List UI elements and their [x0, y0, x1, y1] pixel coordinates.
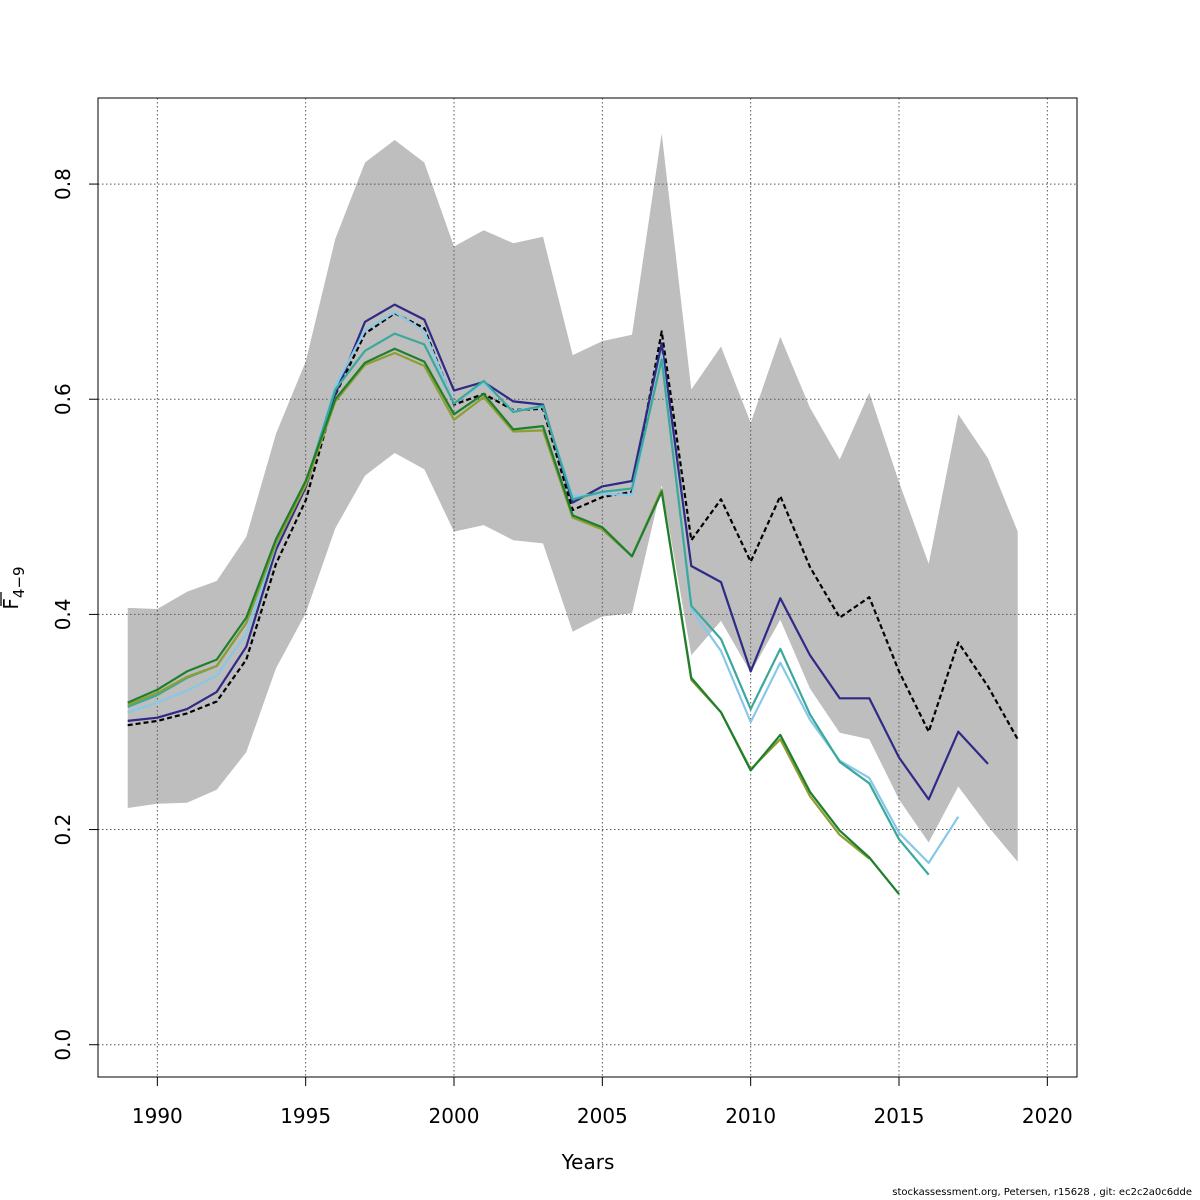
y-tick-label: 0.2: [51, 814, 75, 846]
x-axis-ticks: 1990 1995 2000 2005 2010 2015 2020: [132, 1077, 1073, 1128]
y-tick-label: 0.0: [51, 1029, 75, 1061]
x-tick-label: 2010: [725, 1104, 776, 1128]
y-axis-ticks: 0.0 0.2 0.4 0.6 0.8: [51, 168, 98, 1060]
x-axis-title: Years: [561, 1150, 615, 1174]
y-tick-label: 0.8: [51, 168, 75, 200]
x-tick-label: 1990: [132, 1104, 183, 1128]
y-tick-label: 0.6: [51, 383, 75, 415]
x-tick-label: 2020: [1022, 1104, 1073, 1128]
y-axis-title: F4−9: [0, 566, 28, 609]
x-tick-label: 2005: [577, 1104, 628, 1128]
svg-text:F4−9: F4−9: [0, 566, 28, 609]
footer-credit: stockassessment.org, Petersen, r15628 , …: [892, 1187, 1192, 1198]
x-tick-label: 2000: [429, 1104, 480, 1128]
x-tick-label: 1995: [280, 1104, 331, 1128]
y-axis-title-main: F: [0, 598, 23, 610]
y-tick-label: 0.4: [51, 598, 75, 630]
x-tick-label: 2015: [874, 1104, 925, 1128]
y-axis-title-sub: 4−9: [10, 566, 28, 598]
